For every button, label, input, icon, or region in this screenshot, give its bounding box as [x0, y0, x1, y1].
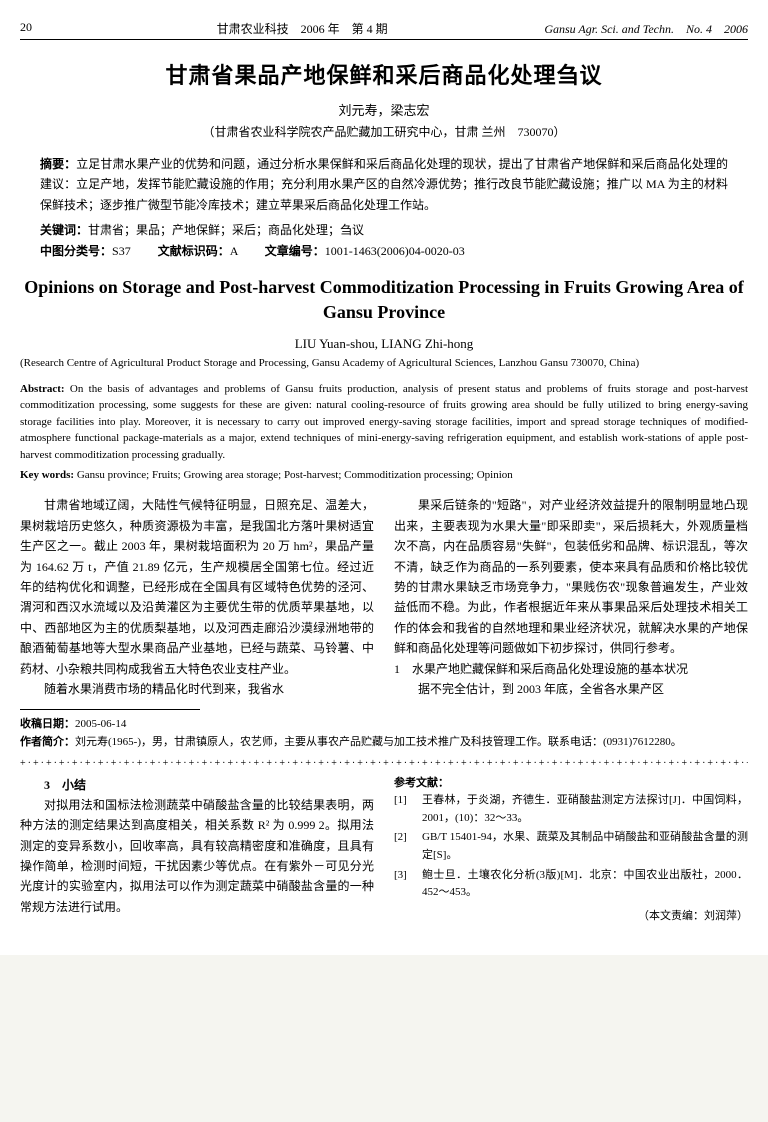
lower-col-right: 参考文献： [1] 王春林，于炎湖，齐德生．亚硝酸盐测定方法探讨[J]．中国饲料…	[394, 775, 748, 926]
body-col-right: 果采后链条的"短路"，对产业经济效益提升的限制明显地凸现出来，主要表现为水果大量…	[394, 495, 748, 699]
class-label: 中图分类号：	[40, 244, 112, 258]
body-para: 甘肃省地域辽阔，大陆性气候特征明显，日照充足、温差大，果树栽培历史悠久，种质资源…	[20, 495, 374, 679]
abstract-text-en: On the basis of advantages and problems …	[20, 383, 748, 461]
abstract-text-cn: 立足甘肃水果产业的优势和问题，通过分析水果保鲜和采后商品化处理的现状，提出了甘肃…	[40, 157, 728, 212]
abstract-en: Abstract: On the basis of advantages and…	[20, 381, 748, 464]
reference-item: [1] 王春林，于炎湖，齐德生．亚硝酸盐测定方法探讨[J]．中国饲料，2001，…	[394, 792, 748, 827]
lower-two-column: 3 小结 对拟用法和国标法检测蔬菜中硝酸盐含量的比较结果表明，两种方法的测定结果…	[20, 775, 748, 926]
section-separator-dots: +·+·+·+·+·+·+·+·+·+·+·+·+·+·+·+·+·+·+·+·…	[20, 758, 748, 769]
references-heading: 参考文献：	[394, 775, 748, 793]
body-para: 据不完全估计，到 2003 年底，全省各水果产区	[394, 679, 748, 699]
page-container: 20 甘肃农业科技 2006 年 第 4 期 Gansu Agr. Sci. a…	[0, 0, 768, 955]
journal-name-cn: 甘肃农业科技 2006 年 第 4 期	[60, 20, 544, 37]
doc-code: A	[230, 244, 238, 258]
body-two-column: 甘肃省地域辽阔，大陆性气候特征明显，日照充足、温差大，果树栽培历史悠久，种质资源…	[20, 495, 748, 699]
reference-num: [1]	[394, 792, 422, 827]
authors-cn: 刘元寿，梁志宏	[20, 100, 748, 119]
affiliation-cn: （甘肃省农业科学院农产品贮藏加工研究中心，甘肃 兰州 730070）	[20, 123, 748, 140]
keywords-text-en: Gansu province; Fruits; Growing area sto…	[74, 469, 513, 481]
classification-line: 中图分类号：S37 文献标识码：A 文章编号：1001-1463(2006)04…	[40, 242, 728, 259]
responsible-editor: （本文责编：刘润萍）	[394, 908, 748, 926]
body-para: 果采后链条的"短路"，对产业经济效益提升的限制明显地凸现出来，主要表现为水果大量…	[394, 495, 748, 658]
body-para: 随着水果消费市场的精品化时代到来，我省水	[20, 679, 374, 699]
reference-num: [3]	[394, 867, 422, 902]
footnote-divider	[20, 709, 200, 710]
reference-num: [2]	[394, 829, 422, 864]
received-date-label: 收稿日期：	[20, 718, 75, 730]
reference-text: 王春林，于炎湖，齐德生．亚硝酸盐测定方法探讨[J]．中国饲料，2001，(10)…	[422, 792, 748, 827]
reference-text: 鲍士旦．土壤农化分析(3版)[M]．北京：中国农业出版社，2000．452～45…	[422, 867, 748, 902]
affiliation-en: (Research Centre of Agricultural Product…	[20, 356, 748, 371]
running-header: 20 甘肃农业科技 2006 年 第 4 期 Gansu Agr. Sci. a…	[20, 20, 748, 40]
abstract-label-cn: 摘要：	[40, 157, 76, 171]
keywords-label-cn: 关键词：	[40, 223, 88, 237]
article-title-cn: 甘肃省果品产地保鲜和采后商品化处理刍议	[20, 58, 748, 90]
journal-name-en: Gansu Agr. Sci. and Techn. No. 4 2006	[544, 20, 748, 37]
abstract-label-en: Abstract:	[20, 383, 65, 395]
lower-col-left: 3 小结 对拟用法和国标法检测蔬菜中硝酸盐含量的比较结果表明，两种方法的测定结果…	[20, 775, 374, 926]
reference-item: [2] GB/T 15401-94，水果、蔬菜及其制品中硝酸盐和亚硝酸盐含量的测…	[394, 829, 748, 864]
author-bio-label: 作者简介：	[20, 736, 75, 748]
reference-text: GB/T 15401-94，水果、蔬菜及其制品中硝酸盐和亚硝酸盐含量的测定[S]…	[422, 829, 748, 864]
reference-item: [3] 鲍士旦．土壤农化分析(3版)[M]．北京：中国农业出版社，2000．45…	[394, 867, 748, 902]
section-heading: 1 水果产地贮藏保鲜和采后商品化处理设施的基本状况	[394, 659, 748, 679]
keywords-text-cn: 甘肃省；果品；产地保鲜；采后；商品化处理；刍议	[88, 223, 364, 237]
section-heading-3: 3 小结	[20, 775, 374, 795]
footnote-block: 收稿日期：2005-06-14 作者简介：刘元寿(1965-)，男，甘肃镇原人，…	[20, 716, 748, 751]
authors-en: LIU Yuan-shou, LIANG Zhi-hong	[20, 336, 748, 352]
article-id-label: 文章编号：	[265, 244, 325, 258]
article-title-en: Opinions on Storage and Post-harvest Com…	[20, 275, 748, 325]
doc-code-label: 文献标识码：	[158, 244, 230, 258]
abstract-cn: 摘要：立足甘肃水果产业的优势和问题，通过分析水果保鲜和采后商品化处理的现状，提出…	[40, 154, 728, 215]
received-date: 2005-06-14	[75, 718, 126, 730]
keywords-cn: 关键词：甘肃省；果品；产地保鲜；采后；商品化处理；刍议	[40, 221, 728, 238]
keywords-en: Key words: Gansu province; Fruits; Growi…	[20, 469, 748, 481]
author-bio: 刘元寿(1965-)，男，甘肃镇原人，农艺师，主要从事农产品贮藏与加工技术推广及…	[75, 736, 682, 748]
body-para: 对拟用法和国标法检测蔬菜中硝酸盐含量的比较结果表明，两种方法的测定结果达到高度相…	[20, 795, 374, 917]
article-id: 1001-1463(2006)04-0020-03	[325, 244, 465, 258]
class-num: S37	[112, 244, 131, 258]
keywords-label-en: Key words:	[20, 469, 74, 481]
body-col-left: 甘肃省地域辽阔，大陆性气候特征明显，日照充足、温差大，果树栽培历史悠久，种质资源…	[20, 495, 374, 699]
page-number: 20	[20, 20, 60, 37]
